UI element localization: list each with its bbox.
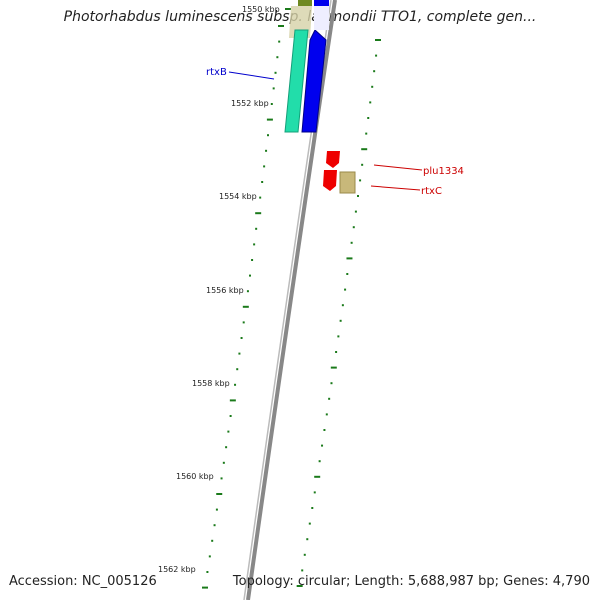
gene-feature-plu1334-b[interactable] [323, 170, 337, 191]
gene-feature-white-top[interactable] [314, 6, 329, 30]
gc-skew-track-left [201, 25, 284, 589]
rtxB-label-leader [228, 71, 275, 80]
gene-feature-rtxC[interactable] [339, 171, 356, 194]
scale-label-1558: 1558 kbp [192, 379, 230, 388]
accession-text: Accession: NC_005126 [9, 574, 157, 589]
gene-feature-rtxB[interactable] [301, 29, 327, 133]
gene-label-plu1334[interactable]: plu1334 [423, 166, 464, 177]
scale-label-1552: 1552 kbp [231, 99, 269, 108]
gene-feature-teal[interactable] [284, 29, 309, 133]
rtxC-label-leader [370, 185, 421, 191]
genome-summary-text: Topology: circular; Length: 5,688,987 bp… [232, 574, 590, 589]
plu1334-label-leader [373, 164, 423, 171]
scale-label-1560: 1560 kbp [176, 472, 214, 481]
scale-label-1556: 1556 kbp [206, 286, 244, 295]
scale-label-1550: 1550 kbp [242, 5, 280, 14]
gene-feature-olive[interactable] [298, 0, 312, 6]
scale-label-1562: 1562 kbp [158, 565, 196, 574]
gene-label-rtxC[interactable]: rtxC [421, 186, 442, 197]
gc-skew-track-right [296, 39, 381, 587]
scale-label-1554: 1554 kbp [219, 192, 257, 201]
gene-feature-plu1334[interactable] [326, 151, 340, 168]
genome-backbone [246, 0, 337, 600]
gene-label-rtxB[interactable]: rtxB [206, 67, 227, 78]
